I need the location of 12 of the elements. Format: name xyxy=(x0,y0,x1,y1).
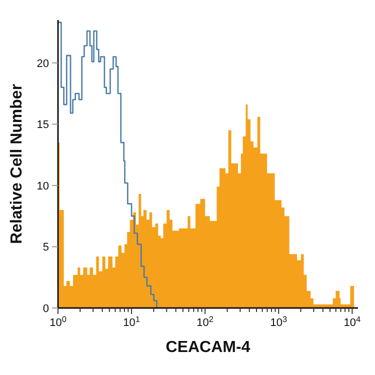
y-tick-label: 10 xyxy=(36,180,49,192)
x-tick-label: 10$^{2}$ xyxy=(196,314,214,329)
x-axis-title: CEACAM-4 xyxy=(166,339,250,356)
x-tick-label: 10$^{3}$ xyxy=(270,314,288,329)
x-tick-label: 10$^{1}$ xyxy=(123,314,140,329)
y-axis-title: Relative Cell Number xyxy=(8,84,26,244)
y-tick-label: 20 xyxy=(36,58,49,70)
y-tick-label: 0 xyxy=(42,303,49,315)
y-tick-label: 15 xyxy=(36,119,49,132)
y-tick-label: 5 xyxy=(42,242,49,254)
x-tick-label: 10$^{4}$ xyxy=(344,314,362,329)
x-tick-label: 10$^{0}$ xyxy=(50,314,67,329)
